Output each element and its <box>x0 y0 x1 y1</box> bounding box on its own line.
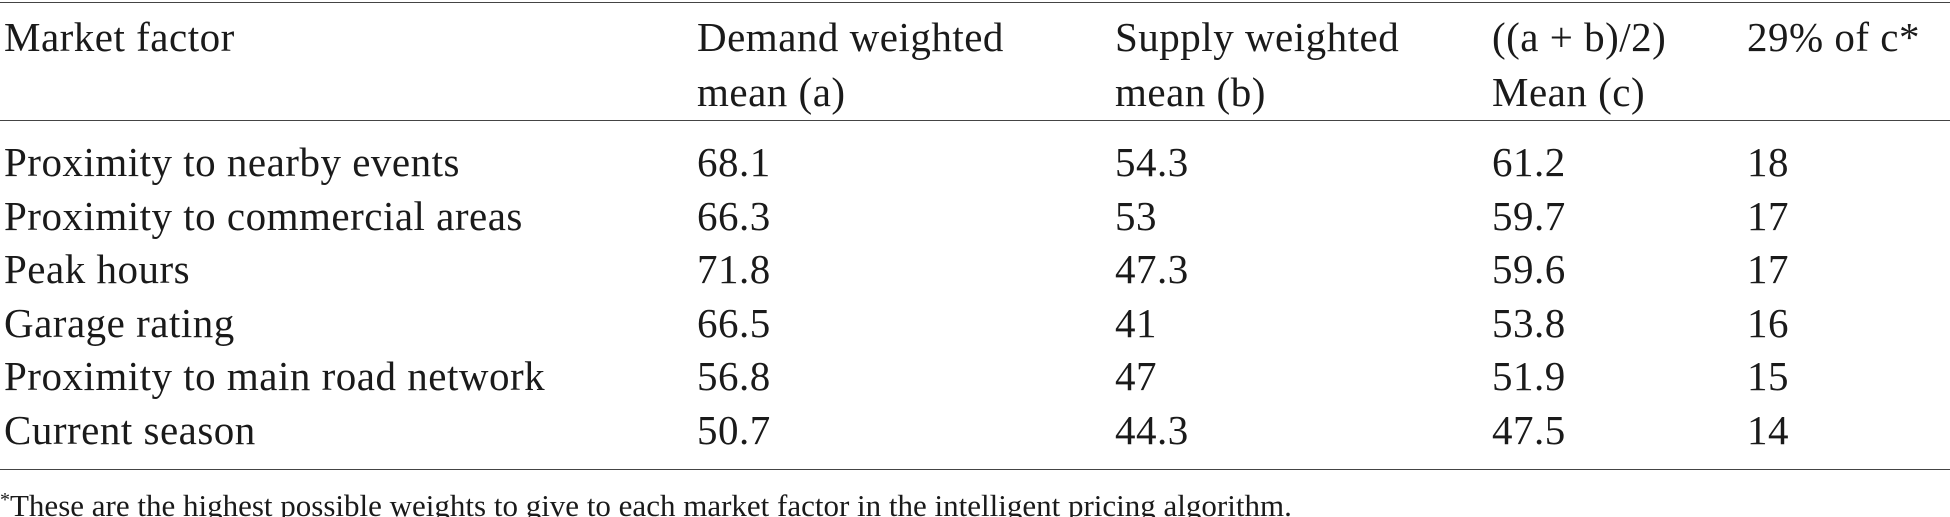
row-label: Garage rating <box>4 299 235 346</box>
table-cell: 56.8 <box>697 353 771 400</box>
table-cell: 16 <box>1747 299 1789 346</box>
table-cell: 66.5 <box>697 299 771 346</box>
row-label: Proximity to main road network <box>4 353 546 400</box>
table-cell: 59.7 <box>1492 192 1566 239</box>
table-cell: 71.8 <box>697 246 771 293</box>
header-cell: Supply weighted <box>1115 14 1400 60</box>
row-label: Proximity to commercial areas <box>4 192 523 239</box>
table-cell: 44.3 <box>1115 407 1189 453</box>
row-label: Current season <box>4 407 256 453</box>
table-cell: 41 <box>1115 299 1157 346</box>
row-label: Proximity to nearby events <box>4 139 460 185</box>
footnote-text: These are the highest possible weights t… <box>10 488 1292 517</box>
top-rule <box>0 2 1950 3</box>
footnote-marker: * <box>0 489 10 511</box>
table-cell: 53.8 <box>1492 299 1566 346</box>
table-cell: 17 <box>1747 192 1789 239</box>
table-cell: 66.3 <box>697 192 771 239</box>
bottom-rule <box>0 469 1950 470</box>
header-cell: 29% of c* <box>1747 14 1921 60</box>
table-cell: 68.1 <box>697 139 771 185</box>
row-label: Peak hours <box>4 246 191 293</box>
table-cell: 17 <box>1747 246 1789 293</box>
table-cell: 59.6 <box>1492 246 1566 293</box>
header-rule <box>0 120 1950 121</box>
header-cell: Mean (c) <box>1492 69 1646 115</box>
table-cell: 50.7 <box>697 407 771 453</box>
table-cell: 47 <box>1115 353 1157 400</box>
table-cell: 53 <box>1115 192 1157 239</box>
footnote: *These are the highest possible weights … <box>0 482 1292 517</box>
header-cell: Market factor <box>4 14 235 60</box>
table-cell: 61.2 <box>1492 139 1566 185</box>
table-cell: 51.9 <box>1492 353 1566 400</box>
header-cell: mean (b) <box>1115 69 1266 115</box>
header-cell: ((a + b)/2) <box>1492 14 1667 60</box>
table-cell: 54.3 <box>1115 139 1189 185</box>
table-cell: 47.3 <box>1115 246 1189 293</box>
header-cell: mean (a) <box>697 69 846 115</box>
table-cell: 47.5 <box>1492 407 1566 453</box>
header-cell: Demand weighted <box>697 14 1004 60</box>
table-cell: 14 <box>1747 407 1789 453</box>
table-cell: 15 <box>1747 353 1789 400</box>
table-cell: 18 <box>1747 139 1789 185</box>
